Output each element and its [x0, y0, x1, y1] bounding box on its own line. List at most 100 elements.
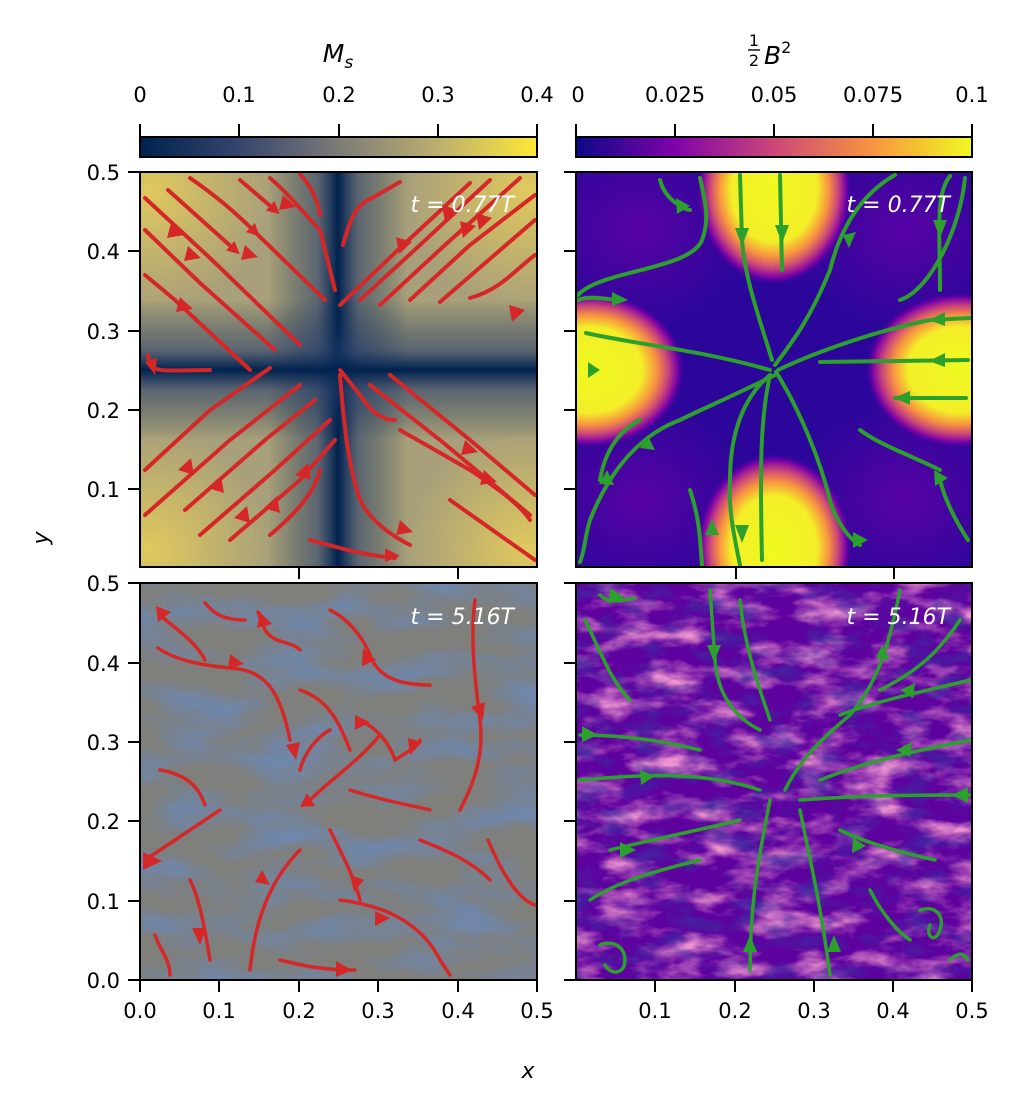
arrowhead: [640, 436, 655, 450]
arrowhead: [375, 911, 390, 926]
streamline: [783, 588, 902, 792]
arrowhead: [775, 225, 789, 243]
colorbar-ms-tick-label: 0.4: [520, 83, 553, 107]
streamline: [598, 941, 627, 974]
streamline: [198, 418, 332, 537]
arrowhead: [827, 935, 841, 952]
streamline: [188, 878, 212, 962]
streamline: [228, 438, 337, 542]
colorbar-ms-ticks: [139, 124, 538, 137]
panel-frame: [139, 582, 538, 981]
arrowhead: [336, 961, 352, 977]
streamline: [576, 176, 709, 297]
streamline: [778, 173, 784, 272]
streamlines-magnetic: [576, 173, 972, 567]
time-label: t = 0.77T: [411, 193, 516, 218]
time-label: t = 5.16T: [847, 605, 952, 630]
time-label: t = 5.16T: [411, 605, 516, 630]
streamline: [378, 176, 522, 307]
heatmap-turbulence: [140, 583, 537, 980]
y-tick-label: 0.3: [87, 320, 120, 344]
arrowhead: [279, 195, 296, 210]
arrowhead: [143, 852, 162, 870]
y-tick-label: 0.0: [87, 969, 120, 993]
arrowhead: [178, 458, 194, 475]
arrowhead: [362, 648, 376, 666]
streamline: [448, 498, 537, 562]
colorbar-ms-title: Ms: [323, 39, 354, 73]
streamline: [238, 178, 280, 215]
streamline: [468, 253, 537, 300]
streamline: [758, 373, 772, 562]
streamline: [143, 196, 302, 347]
arrowhead: [241, 245, 258, 260]
heatmap-high-corner: [140, 172, 270, 310]
arrowhead: [234, 506, 250, 523]
arrowhead: [620, 842, 636, 858]
arrowhead: [300, 793, 315, 807]
streamline: [727, 373, 772, 567]
axis-ticks: [128, 171, 973, 992]
streamlines-velocity: [143, 598, 537, 977]
streamline: [918, 907, 943, 940]
arrowhead: [900, 683, 915, 698]
x-tick-label: 0.1: [638, 999, 671, 1023]
x-tick-label: 0.1: [202, 999, 235, 1023]
arrowhead: [509, 305, 525, 322]
arrowhead: [208, 476, 224, 493]
streamline: [256, 610, 302, 652]
arrowhead: [257, 612, 272, 628]
x-axis-label: x: [520, 1059, 535, 1084]
arrowhead: [471, 702, 485, 720]
arrowhead: [933, 220, 947, 238]
arrowhead: [876, 645, 890, 660]
arrowhead: [929, 312, 945, 326]
streamline: [598, 593, 637, 603]
streamline: [583, 618, 632, 702]
streamline: [268, 176, 337, 292]
arrowhead: [612, 292, 628, 306]
streamline: [937, 174, 952, 292]
arrowhead: [350, 875, 364, 892]
streamline: [298, 728, 332, 772]
arrowhead: [588, 362, 600, 378]
x-tick-labels-left: 0.0 0.1 0.2 0.3 0.4 0.5: [123, 999, 553, 1023]
x-tick-label: 0.2: [718, 999, 751, 1023]
colorbar-b2-ticks: [575, 124, 973, 137]
streamline: [328, 828, 362, 902]
streamline: [738, 173, 774, 362]
arrowhead: [480, 470, 497, 485]
colorbar-b2-frac-den: 2: [749, 51, 759, 70]
y-tick-label: 0.3: [87, 731, 120, 755]
heatmap-turbulence-dark: [576, 583, 972, 980]
arrowhead: [192, 928, 206, 945]
streamline: [338, 898, 452, 977]
streamline: [188, 176, 327, 302]
streamline: [838, 678, 972, 717]
streamline: [688, 488, 704, 567]
panel-bottom-left: t = 5.16T: [139, 582, 538, 981]
streamline: [308, 733, 382, 802]
streamline: [358, 178, 492, 302]
streamline: [588, 858, 702, 902]
streamline: [268, 468, 322, 537]
arrowhead: [599, 470, 614, 485]
streamline: [388, 373, 537, 497]
y-tick-label: 0.4: [87, 240, 120, 264]
streamline: [143, 383, 302, 517]
colorbar-b2-tick-label: 0.1: [955, 83, 988, 107]
arrowhead: [355, 715, 370, 730]
heatmap-lobe-top: [696, 172, 852, 285]
heatmap-high-corner: [408, 430, 537, 567]
arrowhead: [184, 246, 201, 261]
arrowhead: [408, 738, 422, 755]
x-tick-labels-right: 0.1 0.2 0.3 0.4 0.5: [638, 999, 988, 1023]
arrowhead: [228, 654, 244, 669]
panel-frame: [575, 582, 973, 981]
streamline: [738, 598, 772, 722]
streamline: [838, 828, 937, 862]
panel-frame: [575, 171, 973, 568]
colorbar-ms-tick-label: 0.1: [222, 83, 255, 107]
colorbar-b2-tick-label: 0.05: [751, 83, 798, 107]
arrowhead: [385, 548, 400, 562]
